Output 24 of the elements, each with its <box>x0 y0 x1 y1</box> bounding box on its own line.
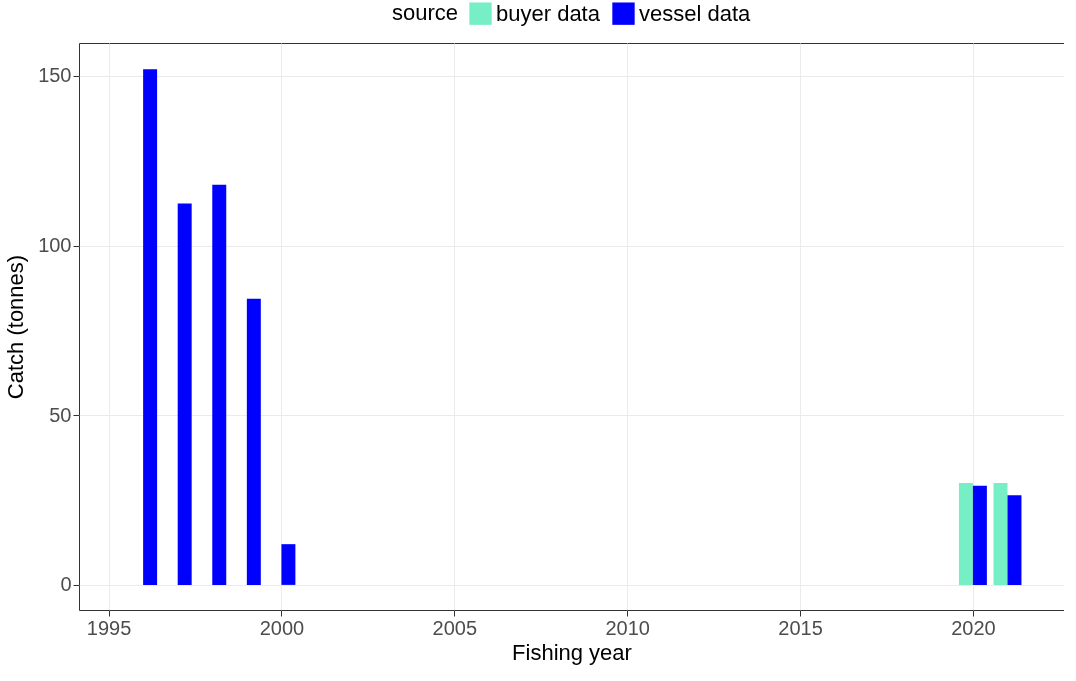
legend-label: buyer data <box>496 0 601 26</box>
y-tick-label: 150 <box>38 64 72 87</box>
bar <box>143 69 158 585</box>
bar <box>972 485 987 585</box>
x-tick-label: 1995 <box>86 616 132 639</box>
bar <box>177 203 192 585</box>
legend-title: source <box>392 0 459 25</box>
y-axis-title: Catch (tonnes) <box>3 254 29 400</box>
x-tick-label: 2010 <box>605 616 650 639</box>
y-tick-label: 0 <box>60 573 72 596</box>
bar <box>212 184 227 585</box>
x-tick-label: 2005 <box>432 616 478 639</box>
x-tick-label: 2000 <box>259 616 305 639</box>
bar <box>1007 495 1022 585</box>
bar <box>958 483 973 585</box>
bar <box>246 298 261 585</box>
x-axis-title: Fishing year <box>512 639 632 665</box>
bar <box>281 544 296 585</box>
y-tick-label: 50 <box>49 403 72 426</box>
legend-label: vessel data <box>639 0 752 26</box>
y-tick-label: 100 <box>38 234 72 257</box>
x-tick-label: 2020 <box>951 616 996 639</box>
bar <box>993 483 1008 585</box>
x-tick-label: 2015 <box>778 616 823 639</box>
